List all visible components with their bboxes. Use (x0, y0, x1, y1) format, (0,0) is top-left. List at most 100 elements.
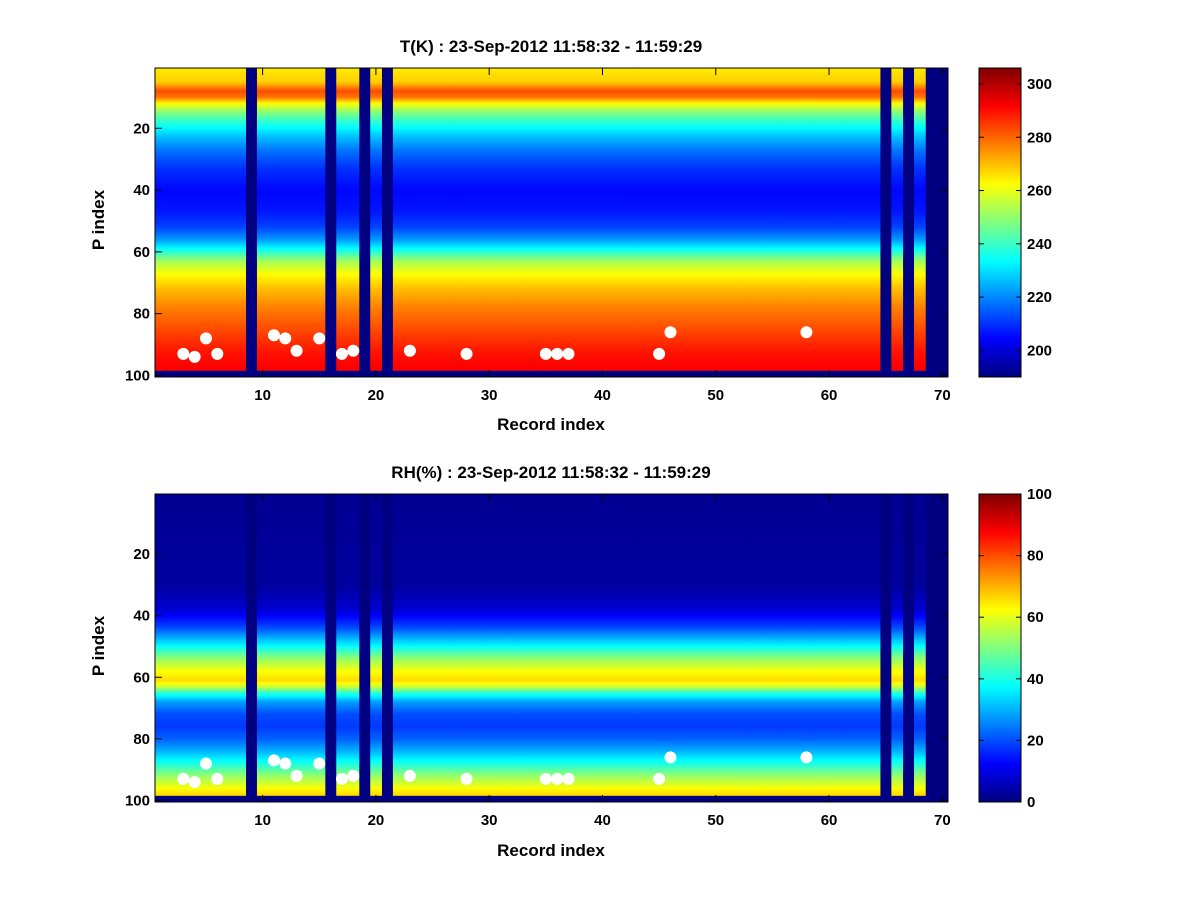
heatmap-column (222, 494, 235, 796)
heatmap-column (313, 68, 326, 371)
data-marker (313, 757, 326, 770)
y-tick-label: 80 (133, 306, 150, 323)
heatmap-column (664, 494, 677, 796)
heatmap-column (211, 494, 224, 796)
humidity-axes-frame (154, 493, 949, 803)
data-marker (199, 332, 212, 345)
temperature-x-label: Record index (497, 415, 605, 434)
heatmap-column (710, 494, 722, 796)
colorbar-gradient (978, 493, 1022, 803)
heatmap-column (449, 68, 462, 371)
y-tick-label: 100 (125, 792, 150, 809)
heatmap-column (460, 494, 473, 796)
heatmap-column (766, 68, 779, 371)
heatmap-column (426, 68, 439, 371)
heatmap-column (506, 68, 518, 371)
heatmap-column (494, 494, 507, 796)
heatmap-column (438, 68, 450, 371)
heatmap-column (483, 494, 496, 796)
heatmap-column (664, 68, 677, 371)
heatmap-column (506, 494, 518, 796)
heatmap-column (846, 494, 858, 796)
heatmap-column (268, 494, 281, 796)
heatmap-column (449, 494, 462, 796)
heatmap-column (574, 494, 586, 796)
heatmap-column (891, 68, 904, 371)
colorbar-tick-label: 0 (1027, 794, 1035, 811)
data-marker (177, 772, 190, 785)
heatmap-column (528, 68, 541, 371)
data-marker (800, 326, 813, 339)
temperature-heatmap (155, 68, 948, 377)
heatmap-column (540, 68, 552, 371)
data-marker (460, 347, 473, 360)
heatmap-column (290, 494, 303, 796)
heatmap-column (755, 68, 768, 371)
data-marker (335, 347, 348, 360)
heatmap-column (234, 494, 247, 796)
temperature-x-ticks: 10 20 30 40 50 60 70 (254, 68, 951, 404)
heatmap-column (732, 494, 745, 796)
heatmap-column (279, 494, 292, 796)
data-marker (664, 751, 677, 764)
heatmap-column (404, 68, 416, 371)
heatmap-column (426, 494, 439, 796)
heatmap-column (313, 494, 326, 796)
data-marker (188, 350, 201, 363)
humidity-x-label: Record index (497, 841, 605, 860)
heatmap-column (721, 494, 734, 796)
data-marker (335, 772, 348, 785)
heatmap-column (404, 494, 416, 796)
x-tick-label: 40 (594, 812, 611, 829)
data-marker (199, 757, 212, 770)
heatmap-column (562, 68, 575, 371)
heatmap-column (891, 494, 904, 796)
data-marker (347, 344, 360, 357)
data-marker (267, 329, 280, 342)
data-marker (562, 772, 575, 785)
heatmap-column (528, 494, 541, 796)
colorbar-tick-label: 40 (1027, 671, 1044, 688)
heatmap-column (472, 494, 484, 796)
heatmap-column (200, 494, 213, 796)
heatmap-column (766, 494, 779, 796)
data-marker (313, 332, 326, 345)
colorbar-tick-label: 220 (1027, 289, 1052, 306)
heatmap-column (392, 494, 405, 796)
data-marker (653, 772, 666, 785)
x-tick-label: 20 (368, 812, 385, 829)
heatmap-column (789, 494, 802, 796)
temperature-colorbar: 200 220 240 260 280 300 (978, 67, 1052, 378)
colorbar-tick-label: 260 (1027, 183, 1052, 200)
heatmap-column (642, 494, 654, 796)
heatmap-column (166, 494, 179, 796)
x-tick-label: 70 (934, 387, 951, 404)
heatmap-column (778, 494, 790, 796)
heatmap-column (460, 68, 473, 371)
heatmap-column (551, 494, 564, 796)
heatmap-column (630, 68, 643, 371)
colorbar-tick-label: 300 (1027, 76, 1052, 93)
y-tick-label: 80 (133, 731, 150, 748)
heatmap-column (687, 68, 700, 371)
colorbar-tick-label: 60 (1027, 609, 1044, 626)
heatmap-column (823, 68, 836, 371)
heatmap-column (653, 494, 666, 796)
heatmap-column (302, 68, 314, 371)
x-tick-label: 10 (254, 812, 271, 829)
temperature-y-ticks: 20 40 60 80 100 (125, 120, 948, 384)
data-marker (188, 775, 201, 788)
heatmap-column (574, 68, 586, 371)
heatmap-column (653, 68, 666, 371)
heatmap-column (812, 68, 824, 371)
colorbar-tick-label: 100 (1027, 486, 1052, 503)
heatmap-column (596, 68, 609, 371)
heatmap-column (800, 68, 813, 371)
y-tick-label: 60 (133, 669, 150, 686)
heatmap-column (517, 68, 530, 371)
heatmap-column (619, 494, 632, 796)
heatmap-column (177, 68, 190, 371)
heatmap-column (789, 68, 802, 371)
heatmap-column (415, 494, 428, 796)
